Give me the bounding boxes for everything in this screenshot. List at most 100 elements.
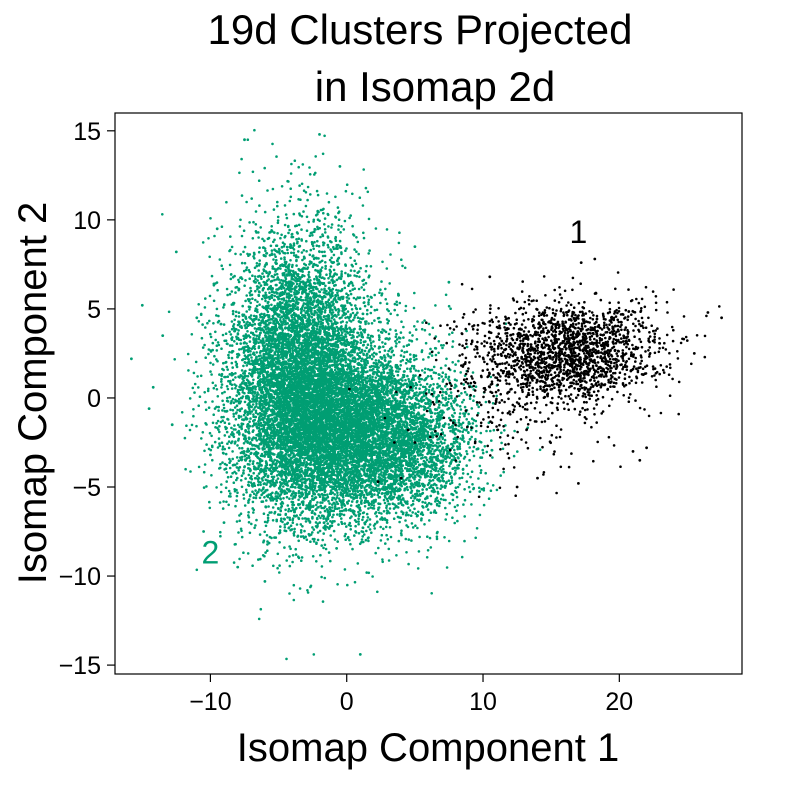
scatter-point [228,292,232,296]
scatter-point [234,386,237,390]
scatter-point [431,418,435,422]
scatter-point [332,513,335,517]
scatter-point [441,390,445,394]
scatter-point [226,293,229,297]
scatter-point [319,235,322,239]
scatter-point [465,450,468,453]
scatter-point [300,393,303,397]
scatter-point [404,361,408,365]
scatter-point [240,535,244,539]
scatter-point [388,397,391,400]
scatter-point [348,216,351,220]
scatter-point [344,538,348,541]
scatter-point [320,288,323,291]
scatter-point [325,341,328,345]
scatter-point [316,538,320,542]
scatter-point [234,372,237,375]
scatter-point [427,419,430,422]
scatter-point [373,319,376,322]
scatter-point [403,351,406,354]
scatter-point [334,465,337,468]
scatter-point [472,454,476,458]
scatter-point [221,445,225,449]
scatter-point [226,375,230,379]
scatter-point [275,278,279,281]
scatter-point [274,255,277,258]
scatter-point [224,452,228,456]
scatter-point [193,382,197,386]
scatter-point [471,371,475,374]
scatter-point [243,400,247,404]
scatter-point [304,191,308,194]
scatter-point [472,395,476,398]
scatter-point [231,471,234,475]
scatter-point [242,313,246,317]
scatter-point [203,449,206,453]
scatter-point [499,474,503,477]
scatter-point [430,354,434,357]
scatter-point [261,272,264,275]
scatter-point [309,279,312,282]
scatter-point [250,197,253,200]
scatter-point [315,189,319,193]
scatter-point [252,413,255,416]
scatter-point [263,496,266,499]
scatter-point [417,402,420,406]
scatter-point [256,474,259,478]
scatter-point [276,288,279,291]
scatter-point [230,399,233,403]
scatter-point [353,327,356,331]
scatter-point [437,351,440,355]
scatter-point [227,422,231,426]
scatter-point [247,521,251,524]
scatter-point [426,375,430,378]
scatter-point [357,522,360,526]
scatter-point [199,313,203,317]
scatter-point [288,545,291,548]
scatter-point [361,279,364,283]
scatter-point [208,431,212,435]
scatter-point [298,282,302,286]
scatter-point [289,195,293,199]
scatter-point [479,471,483,475]
scatter-point [240,485,244,489]
scatter-point [252,279,256,283]
scatter-point [331,506,334,509]
scatter-point [299,535,303,538]
scatter-point [265,483,268,486]
scatter-point [361,518,364,522]
scatter-point [454,486,458,490]
scatter-point [402,511,405,515]
scatter-point [300,182,304,186]
scatter-point [257,617,261,621]
scatter-point [455,509,458,513]
scatter-point [389,356,393,360]
scatter-point [387,332,391,336]
scatter-point [448,464,451,468]
scatter-point [284,213,288,216]
scatter-point [339,231,342,234]
scatter-point [281,520,284,524]
scatter-point [347,343,351,347]
scatter-point [349,214,353,217]
scatter-point [435,483,438,487]
scatter-point [220,347,223,351]
scatter-point [304,520,308,523]
scatter-point [426,508,430,511]
scatter-point [297,237,301,240]
scatter-point [367,571,371,575]
scatter-point [485,450,489,454]
scatter-point [187,369,190,372]
scatter-point [251,170,255,174]
scatter-point [221,461,224,464]
scatter-point [323,250,326,254]
scatter-point [234,472,238,475]
scatter-point [307,270,311,274]
scatter-point [195,568,199,572]
scatter-point [242,469,245,472]
scatter-point [201,241,205,244]
scatter-point [246,138,250,141]
scatter-point [416,567,420,570]
scatter-point [379,525,383,529]
scatter-point [374,551,378,555]
